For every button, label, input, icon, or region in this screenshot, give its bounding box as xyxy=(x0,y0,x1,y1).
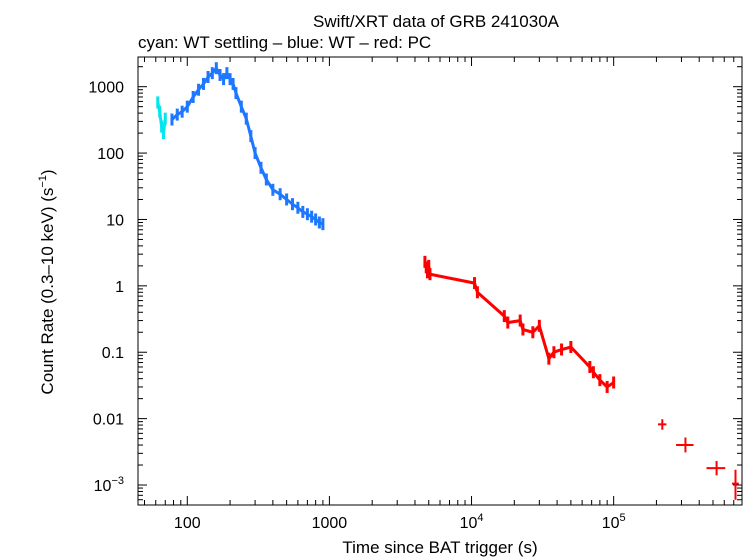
y-tick-label: 1000 xyxy=(88,80,124,97)
y-axis-label-end: ) xyxy=(38,169,57,175)
chart-title: Swift/XRT data of GRB 241030A xyxy=(313,12,560,31)
error-bar-point xyxy=(657,419,667,430)
x-tick-label: 100 xyxy=(174,515,201,532)
error-bar-point xyxy=(676,437,694,453)
y-tick-label: 100 xyxy=(97,146,124,163)
chart-subtitle: cyan: WT settling – blue: WT – red: PC xyxy=(138,33,431,52)
y-axis-label: Count Rate (0.3–10 keV) (s−1) xyxy=(37,169,57,394)
x-tick-label: 1000 xyxy=(312,515,348,532)
y-tick-label: 10−3 xyxy=(94,475,124,495)
y-tick-label: 10 xyxy=(106,212,124,229)
x-axis-label: Time since BAT trigger (s) xyxy=(342,538,537,557)
ticks-layer: 100 1000 104 105 1000 100 10 1 0.1 0.01 10−3 xyxy=(88,57,743,532)
series-wt xyxy=(170,62,325,231)
y-tick-label: 1 xyxy=(115,279,124,296)
y-tick-label: 0.1 xyxy=(102,345,124,362)
error-bar-point xyxy=(731,469,739,500)
y-axis-label-main: Count Rate (0.3–10 keV) (s xyxy=(38,188,57,395)
x-tick-label: 105 xyxy=(602,512,626,532)
error-bar-point xyxy=(706,461,726,476)
series-wt-settling xyxy=(156,96,167,140)
x-tick-label: 104 xyxy=(460,512,484,532)
y-tick-label: 0.01 xyxy=(93,412,124,429)
plot-frame xyxy=(137,56,743,506)
y-axis-label-sup: −1 xyxy=(37,175,49,188)
series-pc xyxy=(423,255,739,500)
data-layer xyxy=(156,62,739,500)
